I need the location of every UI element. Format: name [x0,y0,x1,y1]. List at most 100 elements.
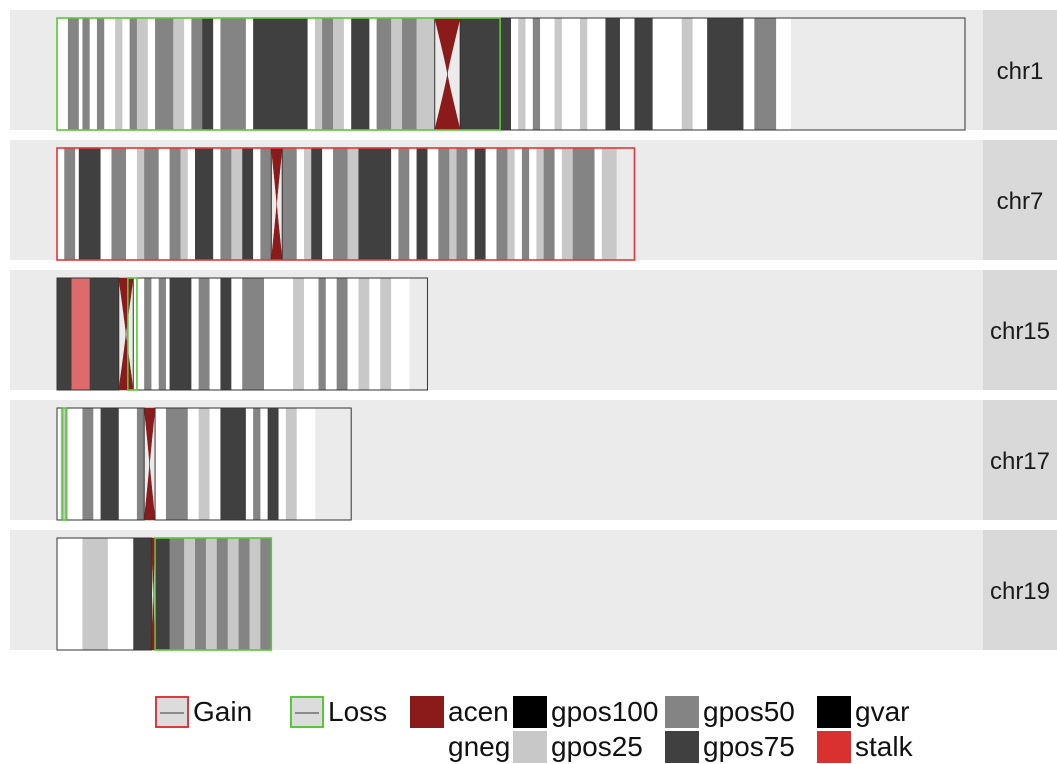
band-gneg [187,408,199,520]
band-gneg [776,18,791,130]
band-gneg [245,18,254,130]
chromosome-label: chr19 [990,578,1050,605]
band-gneg [78,18,83,130]
band-gpos75 [57,278,72,390]
band-gneg [147,18,156,130]
p-arm-outline [56,277,120,391]
legend-swatch [410,731,444,763]
band-gpos50 [242,278,265,390]
band-stalk [71,278,90,390]
band-gpos75 [133,538,152,650]
band-gpos75 [358,148,392,260]
legend-label: gpos100 [551,696,659,727]
band-gneg [391,148,399,260]
band-gpos50 [111,148,127,260]
band-gpos25 [82,538,109,650]
band-gpos25 [681,18,693,130]
legend: Gain Loss acen gpos100 gpos50 gvar gneg gpos25 g… [155,696,1057,764]
band-gpos25 [136,18,149,130]
chromosome-label: chr7 [997,188,1044,215]
band-gpos25 [518,18,526,130]
band-gpos50 [322,18,334,130]
chromosome-chr17: chr17 [10,400,1057,521]
chromosome-chr7: chr7 [10,140,1057,261]
band-gneg [126,148,138,260]
band-gneg [107,538,134,650]
band-gpos50 [96,18,105,130]
legend-label: gneg [448,731,511,762]
band-gpos50 [169,148,181,260]
band-gneg [184,18,192,130]
band-gneg [561,18,581,130]
band-gpos25 [601,148,617,260]
chromosome-chr1: chr1 [10,10,1057,131]
band-gpos75 [220,278,232,390]
p-arm-outline [56,407,145,521]
band-gneg [343,18,352,130]
band-gneg [151,278,159,390]
band-gpos75 [78,148,101,260]
q-arm-outline [459,17,966,131]
band-gpos50 [456,148,468,260]
legend-label: acen [448,696,509,727]
band-gpos50 [220,148,232,260]
band-gpos25 [314,18,323,130]
legend-label: gpos75 [703,731,795,762]
band-gneg [467,148,475,260]
band-gneg [165,278,170,390]
p-arm-outline [56,537,152,651]
band-gpos25 [358,278,370,390]
chromosome-chr19: chr19 [10,530,1057,651]
legend-item-stalk: stalk [817,731,913,763]
band-gneg [209,408,221,520]
band-gpos25 [198,408,210,520]
band-gneg [191,278,199,390]
band-gneg [104,18,116,130]
band-gpos50 [282,148,298,260]
legend-label: gpos50 [703,696,795,727]
band-gneg [296,148,305,260]
band-gpos50 [572,148,595,260]
band-gpos50 [216,538,229,650]
legend-swatch [665,731,699,763]
band-gpos25 [293,278,305,390]
legend-item-acen: acen [410,696,509,728]
band-gneg [296,408,316,520]
band-gpos25 [249,538,261,650]
band-gneg [692,18,708,130]
band-gneg [540,18,555,130]
band-gpos25 [60,408,69,520]
legend-item-gpos75: gpos75 [665,731,795,763]
band-gpos25 [580,18,588,130]
legend-item-Loss: Loss [290,696,387,728]
band-gpos50 [169,538,185,650]
band-gpos50 [318,278,327,390]
q-arm-outline [154,407,352,521]
band-gpos75 [100,408,120,520]
legend-item-gpos25: gpos25 [513,731,643,763]
band-gneg [514,148,523,260]
band-gpos25 [536,148,544,260]
band-gpos50 [336,278,348,390]
band-gpos50 [158,278,167,390]
band-gpos50 [238,538,250,650]
band-gneg [93,408,101,520]
band-gneg [485,148,497,260]
strip-background [983,400,1057,520]
band-gpos75 [474,148,486,260]
band-gpos25 [333,18,345,130]
band-gneg [743,18,755,130]
band-gpos25 [285,408,298,520]
band-gneg [427,148,439,260]
band-gpos25 [136,148,145,260]
legend-item-gpos50: gpos50 [665,696,795,728]
band-gpos50 [521,148,530,260]
band-gpos50 [438,148,450,260]
band-gpos75 [311,148,323,260]
band-gpos50 [144,278,152,390]
band-gpos50 [144,148,159,260]
legend-swatch [513,731,547,763]
band-gneg [409,148,417,260]
band-gpos50 [82,408,94,520]
band-gpos50 [496,148,508,260]
